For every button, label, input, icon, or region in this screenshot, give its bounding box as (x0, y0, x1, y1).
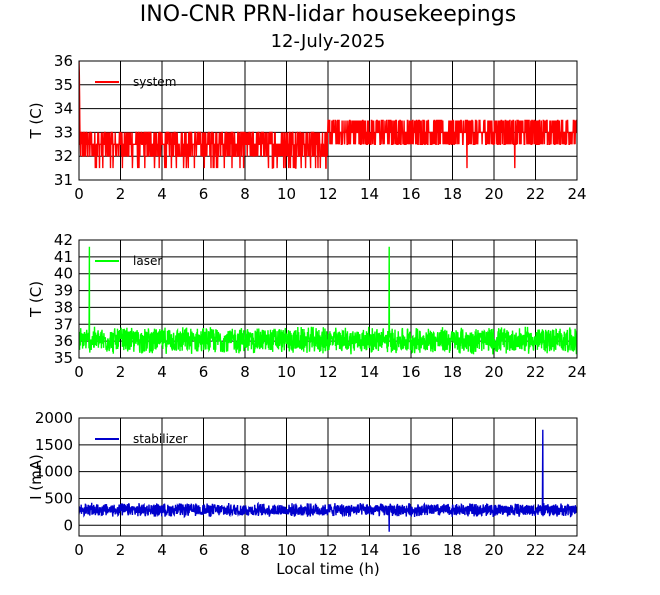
x-tick-label-12: 12 (318, 363, 337, 381)
legend-label-system: system (133, 75, 176, 89)
x-tick-label-4: 4 (157, 541, 167, 559)
x-tick-label-10: 10 (277, 185, 296, 203)
x-tick-label-24: 24 (567, 185, 586, 203)
series-group (79, 61, 577, 169)
y-axis-label: T (C) (27, 102, 45, 139)
x-tick-label-18: 18 (443, 541, 462, 559)
plot-frame (78, 417, 578, 537)
x-tick-label-14: 14 (360, 363, 379, 381)
y-tick-label-38: 38 (54, 298, 73, 316)
x-tick-label-12: 12 (318, 185, 337, 203)
x-tick-label-6: 6 (199, 541, 209, 559)
x-tick-label-2: 2 (116, 185, 126, 203)
y-tick-label-1500: 1500 (35, 436, 73, 454)
y-tick-label-33: 33 (54, 123, 73, 141)
x-tick-label-0: 0 (74, 541, 84, 559)
x-tick-label-20: 20 (484, 541, 503, 559)
x-tick-label-10: 10 (277, 541, 296, 559)
legend-label-laser: laser (133, 254, 162, 268)
y-axis-label: I (mA) (27, 454, 45, 500)
x-tick-label-20: 20 (484, 185, 503, 203)
y-tick-label-1000: 1000 (35, 463, 73, 481)
x-tick-label-20: 20 (484, 363, 503, 381)
y-tick-label-31: 31 (54, 171, 73, 189)
x-tick-label-24: 24 (567, 541, 586, 559)
series-line-stabilizer (79, 429, 577, 532)
y-tick-label-32: 32 (54, 147, 73, 165)
x-tick-label-14: 14 (360, 541, 379, 559)
series-line-laser (79, 246, 577, 355)
x-tick-label-16: 16 (401, 185, 420, 203)
series-group (79, 429, 577, 532)
x-tick-label-8: 8 (240, 541, 250, 559)
y-tick-label-2000: 2000 (35, 409, 73, 427)
y-tick-label-34: 34 (54, 100, 73, 118)
x-tick-label-18: 18 (443, 363, 462, 381)
y-tick-label-39: 39 (54, 282, 73, 300)
x-tick-label-22: 22 (526, 363, 545, 381)
y-tick-label-500: 500 (44, 489, 73, 507)
x-tick-label-12: 12 (318, 541, 337, 559)
x-tick-label-16: 16 (401, 363, 420, 381)
x-tick-label-8: 8 (240, 363, 250, 381)
y-tick-label-40: 40 (54, 265, 73, 283)
x-tick-label-14: 14 (360, 185, 379, 203)
y-tick-label-36: 36 (54, 332, 73, 350)
y-tick-label-41: 41 (54, 248, 73, 266)
x-tick-label-4: 4 (157, 363, 167, 381)
x-tick-label-24: 24 (567, 363, 586, 381)
plot-frame (78, 239, 578, 359)
x-tick-label-18: 18 (443, 185, 462, 203)
y-tick-label-37: 37 (54, 315, 73, 333)
header-svg: INO-CNR PRN-lidar housekeepings 12-July-… (140, 2, 516, 52)
chart-subtitle: 12-July-2025 (271, 31, 386, 52)
legend-label-stabilizer: stabilizer (133, 432, 188, 446)
x-tick-label-0: 0 (74, 185, 84, 203)
y-tick-label-36: 36 (54, 52, 73, 70)
series-line-system (79, 61, 577, 169)
x-tick-label-16: 16 (401, 541, 420, 559)
y-tick-label-42: 42 (54, 231, 73, 249)
x-tick-label-2: 2 (116, 541, 126, 559)
x-tick-label-4: 4 (157, 185, 167, 203)
x-tick-label-6: 6 (199, 185, 209, 203)
x-tick-label-22: 22 (526, 541, 545, 559)
x-tick-label-10: 10 (277, 363, 296, 381)
plot-frame (78, 60, 578, 181)
x-tick-label-6: 6 (199, 363, 209, 381)
x-axis-label: Local time (h) (276, 560, 380, 578)
y-tick-label-0: 0 (63, 516, 73, 534)
x-tick-label-22: 22 (526, 185, 545, 203)
y-tick-label-35: 35 (54, 76, 73, 94)
y-tick-label-35: 35 (54, 349, 73, 367)
y-axis-label: T (C) (27, 281, 45, 318)
x-tick-label-0: 0 (74, 363, 84, 381)
x-tick-label-2: 2 (116, 363, 126, 381)
series-group (79, 246, 577, 355)
x-tick-label-8: 8 (240, 185, 250, 203)
chart-title: INO-CNR PRN-lidar housekeepings (140, 2, 516, 27)
